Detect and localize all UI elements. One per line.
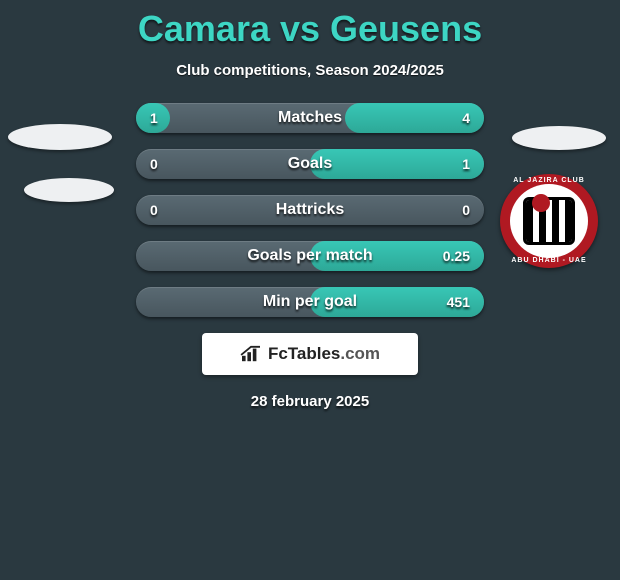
bar-chart-icon xyxy=(240,345,262,363)
brand-text: FcTables.com xyxy=(268,344,380,364)
badge-top-text: AL JAZIRA CLUB xyxy=(500,177,598,184)
player-left-avatar-placeholder-1 xyxy=(8,124,112,150)
stat-label: Min per goal xyxy=(136,287,484,317)
player-left-avatar-placeholder-2 xyxy=(24,178,114,202)
stat-value-right: 451 xyxy=(447,287,470,317)
date-text: 28 february 2025 xyxy=(0,393,620,410)
badge-inner xyxy=(510,184,588,258)
stat-row: Goals per match0.25 xyxy=(136,241,484,271)
stat-label: Hattricks xyxy=(136,195,484,225)
club-badge: AL JAZIRA CLUB ABU DHABI - UAE xyxy=(500,174,598,268)
subtitle: Club competitions, Season 2024/2025 xyxy=(0,62,620,79)
stat-row: 0Hattricks0 xyxy=(136,195,484,225)
soccer-ball-icon xyxy=(532,194,550,212)
stat-value-right: 0.25 xyxy=(443,241,470,271)
brand-box: FcTables.com xyxy=(202,333,418,375)
player-right-avatar-placeholder xyxy=(512,126,606,150)
stat-label: Goals xyxy=(136,149,484,179)
stat-label: Goals per match xyxy=(136,241,484,271)
brand-name: FcTables xyxy=(268,344,340,363)
stat-label: Matches xyxy=(136,103,484,133)
stat-row: 1Matches4 xyxy=(136,103,484,133)
stat-value-right: 4 xyxy=(462,103,470,133)
stat-row: Min per goal451 xyxy=(136,287,484,317)
stat-value-right: 1 xyxy=(462,149,470,179)
brand-domain: .com xyxy=(340,344,380,363)
page-title: Camara vs Geusens xyxy=(0,0,620,50)
stat-row: 0Goals1 xyxy=(136,149,484,179)
stat-value-right: 0 xyxy=(462,195,470,225)
badge-bottom-text: ABU DHABI - UAE xyxy=(500,257,598,264)
